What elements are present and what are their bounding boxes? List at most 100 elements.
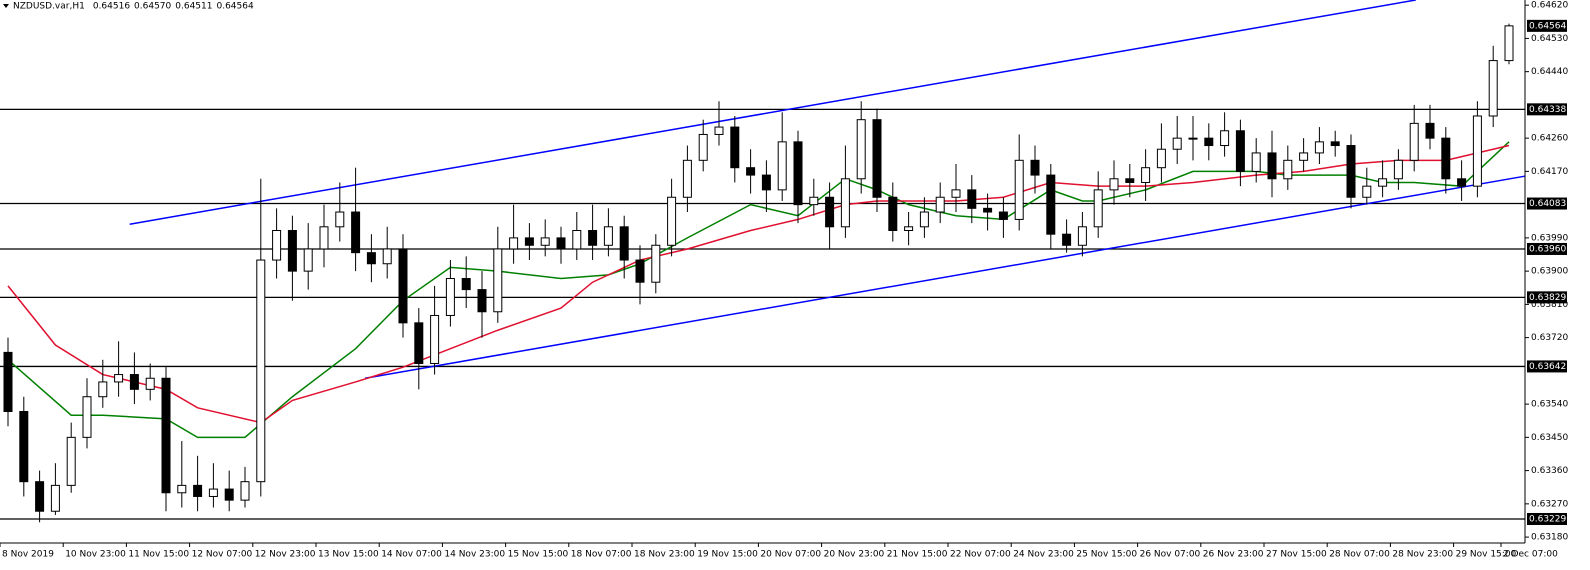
y-tick-label: 0.63810: [1531, 300, 1568, 310]
ohlc-value: 0.64516: [93, 2, 130, 12]
level-label: 0.63960: [1529, 244, 1566, 254]
x-tick-label: 11 Nov 15:00: [128, 550, 189, 560]
candle-body: [1362, 185, 1372, 198]
candle-body: [414, 322, 424, 364]
candle-body: [809, 196, 819, 206]
level-label: 0.63642: [1529, 362, 1566, 372]
y-tick-label: 0.64620: [1531, 1, 1568, 11]
candle-body: [240, 481, 250, 501]
level-label-box: [1527, 360, 1567, 373]
candle-body: [1220, 130, 1230, 147]
y-tick-label: 0.63990: [1531, 233, 1568, 243]
x-tick-label: 25 Nov 15:00: [1076, 550, 1137, 560]
x-tick-label: 12 Nov 23:00: [255, 550, 316, 560]
symbol-title: NZDUSD.var,H1: [13, 2, 85, 12]
candle-body: [382, 248, 392, 265]
candle-body: [272, 229, 282, 261]
y-tick-label: 0.63180: [1531, 533, 1568, 543]
x-tick-label: 2 Dec 07:00: [1503, 550, 1558, 560]
candle-body: [1030, 159, 1040, 176]
candle-body: [714, 126, 724, 135]
candle-body: [1109, 178, 1119, 191]
candle-body: [66, 436, 76, 486]
candle-body: [1314, 141, 1324, 154]
candle-body: [82, 396, 92, 438]
x-tick-label: 13 Nov 15:00: [318, 550, 379, 560]
candle-body: [1172, 137, 1182, 150]
x-tick-label: 15 Nov 15:00: [508, 550, 569, 560]
candle-body: [1425, 122, 1435, 139]
candle-body: [1062, 233, 1072, 246]
level-label-box: [1527, 103, 1567, 116]
candle-body: [651, 244, 661, 283]
candle-body: [1504, 25, 1514, 62]
candle-body: [303, 248, 313, 272]
y-tick-label: 0.63540: [1531, 400, 1568, 410]
candle-body: [1188, 137, 1198, 140]
candle-body: [398, 248, 408, 324]
ohlc-value: 0.64564: [216, 2, 253, 12]
trend-line: [129, 0, 1416, 225]
candle-body: [619, 226, 629, 261]
level-label-box: [1527, 197, 1567, 210]
x-tick-label: 21 Nov 15:00: [887, 550, 948, 560]
y-tick-label: 0.64260: [1531, 134, 1568, 144]
candle-body: [667, 196, 677, 246]
candle-body: [129, 374, 139, 390]
x-tick-label: 20 Nov 23:00: [824, 550, 885, 560]
x-tick-label: 10 Nov 23:00: [65, 550, 126, 560]
candle-body: [572, 229, 582, 250]
candle-body: [1235, 130, 1245, 172]
x-tick-label: 20 Nov 07:00: [760, 550, 821, 560]
x-tick-label: 14 Nov 23:00: [444, 550, 505, 560]
x-tick-label: 26 Nov 23:00: [1203, 550, 1264, 560]
ohlc-value: 0.64511: [175, 2, 212, 12]
candle-body: [1346, 145, 1356, 198]
ohlc-value: 0.64570: [134, 2, 171, 12]
candle-body: [430, 314, 440, 364]
candle-body: [114, 374, 124, 383]
x-tick-label: 18 Nov 23:00: [634, 550, 695, 560]
candle-body: [1441, 137, 1451, 180]
menu-arrow: [3, 4, 9, 8]
candle-body: [3, 351, 13, 412]
y-tick-label: 0.63270: [1531, 499, 1568, 509]
candle-body: [35, 481, 45, 512]
x-tick-label: 29 Nov 15:00: [1456, 550, 1517, 560]
candle-body: [161, 377, 171, 494]
x-tick-label: 27 Nov 15:00: [1266, 550, 1327, 560]
candle-body: [1472, 115, 1482, 187]
candle-body: [603, 226, 613, 246]
candle-body: [983, 207, 993, 213]
candle-body: [1378, 178, 1388, 187]
candle-body: [588, 229, 598, 246]
candle-body: [825, 196, 835, 228]
y-tick-label: 0.63720: [1531, 333, 1568, 343]
x-tick-label: 28 Nov 23:00: [1392, 550, 1453, 560]
x-tick-label: 18 Nov 07:00: [571, 550, 632, 560]
x-tick-label: 26 Nov 07:00: [1140, 550, 1201, 560]
candle-body: [777, 141, 787, 191]
candle-body: [351, 211, 361, 254]
x-tick-label: 19 Nov 15:00: [697, 550, 758, 560]
candle-body: [461, 278, 471, 291]
candle-body: [840, 178, 850, 228]
candle-body: [524, 237, 534, 246]
candle-body: [287, 229, 297, 272]
candle-body: [1077, 226, 1087, 246]
candle-body: [746, 167, 756, 176]
candle-body: [761, 174, 771, 191]
level-label: 0.64338: [1529, 105, 1566, 115]
candle-body: [19, 410, 29, 483]
current-price-label: 0.64564: [1529, 21, 1566, 31]
level-label: 0.63829: [1529, 293, 1566, 303]
candle-body: [1093, 189, 1103, 228]
x-tick-label: 22 Nov 07:00: [950, 550, 1011, 560]
x-tick-label: 8 Nov 2019: [2, 550, 54, 560]
candle-body: [177, 484, 187, 494]
y-tick-label: 0.63900: [1531, 267, 1568, 277]
candle-body: [998, 211, 1008, 220]
candle-body: [935, 196, 945, 213]
